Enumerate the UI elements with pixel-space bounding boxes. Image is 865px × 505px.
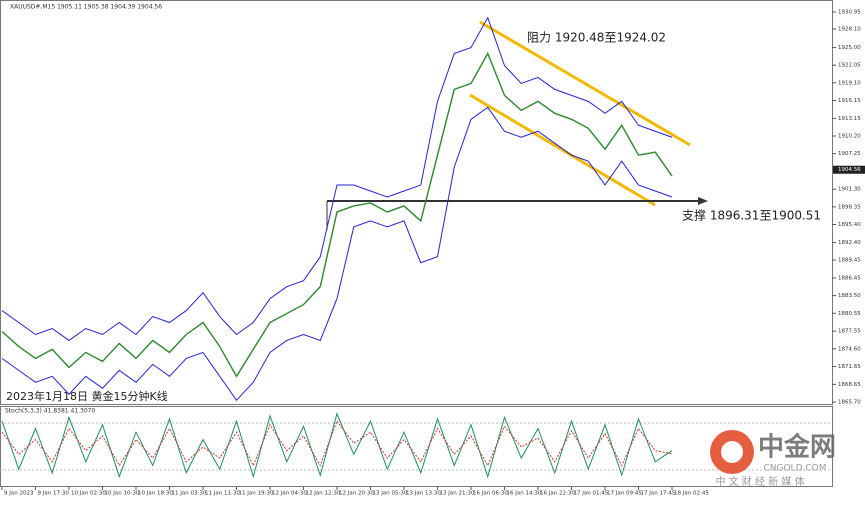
main-frame [0, 0, 833, 405]
y-tick-label: 1916.15 [838, 98, 861, 104]
y-tick-label: 1871.65 [838, 364, 861, 370]
x-tick-label: 11 Jan 03:30 [172, 491, 207, 497]
x-tick-label: 11 Jan 11:30 [205, 491, 240, 497]
slogan: 中 文 财 经 新 媒 体 [715, 475, 804, 488]
y-tick-label: 1892.40 [838, 240, 861, 246]
x-tick-label: 17 Jan 09:45 [607, 491, 642, 497]
y-tick-label: 1910.20 [838, 134, 861, 140]
y-tick-label: 1895.40 [838, 222, 861, 228]
site: CNGOLD.COM [763, 464, 826, 474]
y-tick-label: 1913.15 [838, 116, 861, 122]
y-tick-label: 1898.35 [838, 204, 861, 210]
caption: 2023年1月18日 黄金15分钟K线 [6, 389, 168, 403]
watermark: 中金网 CNGOLD.COM 中 文 财 经 新 媒 体 [710, 430, 836, 488]
series-line [1, 420, 673, 467]
last-price-label: 1904.56 [838, 167, 861, 173]
x-tick-label: 13 Jan 13:30 [406, 491, 441, 497]
y-tick-label: 1889.45 [838, 258, 861, 264]
y-tick-label: 1883.50 [838, 293, 861, 299]
x-tick-label: 12 Jan 12:30 [306, 491, 341, 497]
support-note: 支撑 1896.31至1900.51 [682, 208, 821, 223]
x-tick-label: 13 Jan 21:30 [440, 491, 475, 497]
last-price-box [833, 165, 865, 174]
x-tick-label: 13 Jan 05:30 [373, 491, 408, 497]
series-line [1, 16, 673, 342]
x-tick-label: 16 Jan 14:30 [507, 491, 542, 497]
resistance-note: 阻力 1920.48至1924.02 [527, 31, 666, 45]
series-line [1, 412, 673, 479]
support-arrow [698, 197, 708, 205]
stoch-title: Stoch(5,3,3) 41.8381 41.3070 [5, 408, 96, 415]
y-tick-label: 1880.55 [838, 311, 861, 317]
channel-upper [479, 20, 691, 147]
stoch-frame [0, 406, 833, 487]
x-tick-label: 16 Jan 06:30 [473, 491, 508, 497]
x-tick-label: 9 Jan 2023 [4, 491, 34, 497]
y-tick-label: 1907.25 [838, 151, 861, 157]
x-tick-label: 12 Jan 20:30 [339, 491, 374, 497]
x-tick-label: 12 Jan 04:30 [272, 491, 307, 497]
brand: 中金网 [758, 432, 836, 463]
y-tick-label: 1930.95 [838, 9, 861, 15]
y-tick-label: 1877.55 [838, 329, 861, 335]
x-tick-label: 10 Jan 18:30 [138, 491, 173, 497]
x-tick-label: 17 Jan 17:45 [641, 491, 676, 497]
header: XAUUSD#,M15 1905.11 1905.38 1904.39 1904… [10, 4, 162, 11]
y-tick-label: 1919.10 [838, 80, 861, 86]
series-line [1, 106, 673, 402]
y-tick-label: 1925.00 [838, 45, 861, 51]
channel-lower [469, 93, 656, 207]
series-line [1, 51, 673, 378]
logo-inner [721, 441, 743, 463]
y-tick-label: 1922.05 [838, 63, 861, 69]
x-tick-label: 10 Jan 10:30 [105, 491, 140, 497]
x-tick-label: 11 Jan 19:30 [239, 491, 274, 497]
x-tick-label: 17 Jan 01:45 [574, 491, 609, 497]
x-tick-label: 10 Jan 02:30 [71, 491, 106, 497]
y-tick-label: 1865.70 [838, 400, 861, 406]
y-tick-label: 1901.30 [838, 187, 861, 193]
x-tick-label: 9 Jan 17:30 [38, 491, 70, 497]
y-tick-label: 1874.60 [838, 346, 861, 352]
x-tick-label: 16 Jan 22:30 [540, 491, 575, 497]
y-tick-label: 1868.65 [838, 382, 861, 388]
y-tick-label: 1928.10 [838, 27, 861, 33]
y-tick-label: 1886.45 [838, 275, 861, 281]
x-tick-label: 18 Jan 02:45 [674, 491, 709, 497]
